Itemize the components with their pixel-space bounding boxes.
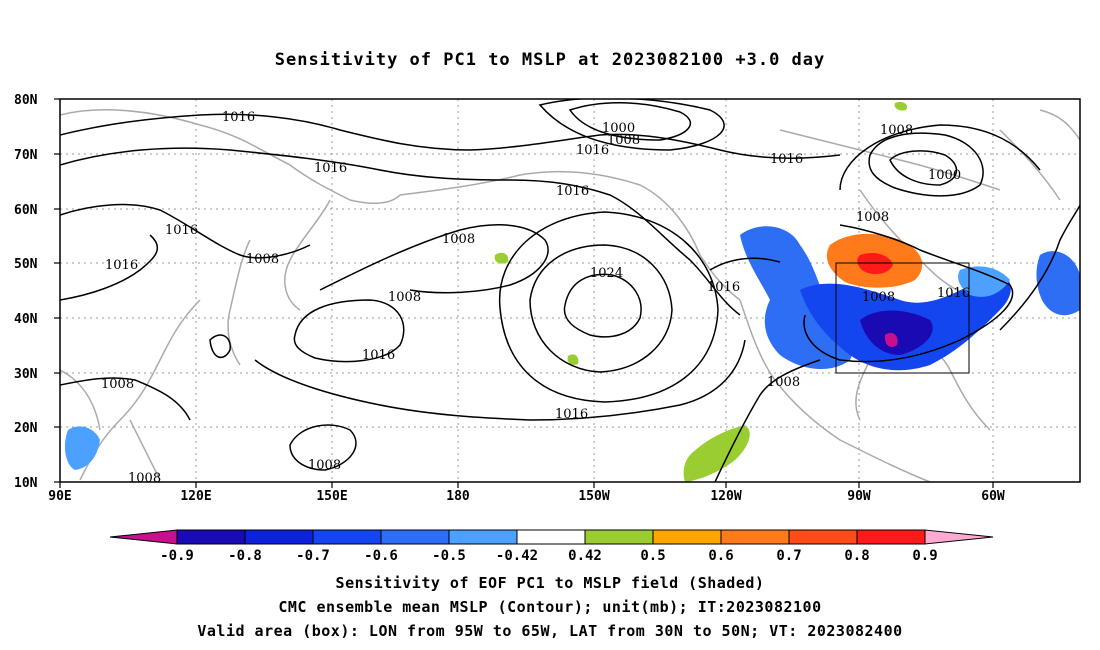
colorbar-swatch <box>516 529 586 545</box>
lon-tick-label: 90W <box>847 489 871 504</box>
lon-tick-label: 60W <box>981 489 1005 504</box>
lon-tick-label: 90E <box>48 489 71 504</box>
lon-tick-label: 120W <box>710 489 741 504</box>
lon-tick-label: 150E <box>316 489 347 504</box>
contour-label: 1000 <box>602 121 635 136</box>
colorbar-swatch <box>244 529 314 545</box>
colorbar-min-arrow <box>109 529 178 545</box>
shade-negative-nw-pacific <box>64 426 100 470</box>
contour-label: 1016 <box>362 348 395 363</box>
lon-tick-label: 120E <box>180 489 211 504</box>
mslp-contours <box>60 99 1080 482</box>
colorbar-tick-label: -0.7 <box>296 548 330 564</box>
contour-label: 1016 <box>556 184 589 199</box>
coastlines <box>60 109 1080 482</box>
shade-positive-green-small3 <box>894 101 908 111</box>
colorbar-tick-label: -0.42 <box>496 548 538 564</box>
colorbar-swatch <box>448 529 518 545</box>
contour-label: 1016 <box>937 286 970 301</box>
shade-strong-negative <box>860 310 933 355</box>
contour-label: 1008 <box>856 210 889 225</box>
contour-label: 1016 <box>576 143 609 158</box>
shade-negative-east-pacific <box>740 226 854 370</box>
contour-label: 1008 <box>862 290 895 305</box>
contour-label: 1016 <box>555 407 588 422</box>
shade-positive-green-small2 <box>567 354 579 365</box>
contour-label: 1016 <box>165 223 198 238</box>
shade-positive-green-small1 <box>494 252 509 264</box>
lon-tick-label: 150W <box>578 489 609 504</box>
lat-labels: 80N 70N 60N 50N 40N 30N 20N 10N <box>14 93 38 491</box>
shade-positive-green-tropic <box>683 425 750 482</box>
colorbar-swatch <box>176 529 246 545</box>
colorbar-max-arrow <box>924 529 994 545</box>
lat-tick-label: 40N <box>14 312 38 327</box>
lat-tick-label: 70N <box>14 148 38 163</box>
lat-tick-label: 10N <box>14 476 38 491</box>
contour-label: 1008 <box>101 377 134 392</box>
chart-title: Sensitivity of PC1 to MSLP at 2023082100… <box>274 50 826 70</box>
shade-light-negative <box>958 266 1010 297</box>
contour-label: 1008 <box>308 458 341 473</box>
colorbar-tick-label: 0.7 <box>776 548 801 564</box>
lon-tick-label: 180 <box>446 489 470 504</box>
colorbar-swatch <box>856 529 926 545</box>
contour-label: 1008 <box>442 232 475 247</box>
colorbar-tick-label: 0.5 <box>640 548 665 564</box>
contour-label: 1016 <box>707 280 740 295</box>
lat-tick-label: 50N <box>14 257 38 272</box>
contour-label-group: 1016 1016 1016 1016 1016 1016 1016 1016 … <box>101 110 970 486</box>
shade-negative-atlantic <box>1036 251 1080 316</box>
contour-label: 1008 <box>767 375 800 390</box>
colorbar-tick-label: -0.6 <box>364 548 398 564</box>
colorbar-swatch <box>788 529 858 545</box>
colorbar-tick-label: -0.9 <box>160 548 194 564</box>
colorbar-swatch <box>720 529 790 545</box>
contour-label: 1016 <box>105 258 138 273</box>
colorbar-swatch <box>380 529 450 545</box>
gridlines <box>60 99 1080 482</box>
colorbar-tick-label: -0.8 <box>228 548 262 564</box>
lat-tick-label: 60N <box>14 203 38 218</box>
colorbar-swatch <box>312 529 382 545</box>
lat-tick-label: 20N <box>14 421 38 436</box>
shade-positive-red <box>857 253 893 275</box>
contour-label: 1008 <box>607 133 640 148</box>
valid-area-box <box>835 262 970 374</box>
contour-label: 1008 <box>880 123 913 138</box>
lat-tick-label: 80N <box>14 93 38 108</box>
contour-label: 1000 <box>928 168 961 183</box>
colorbar-tick-label: 0.6 <box>708 548 733 564</box>
axis-ticks <box>54 98 994 488</box>
colorbar-swatch <box>652 529 722 545</box>
map-frame <box>59 98 1081 483</box>
contour-label: 1008 <box>388 290 421 305</box>
contour-label: 1008 <box>246 252 279 267</box>
colorbar-tick-label: -0.5 <box>432 548 466 564</box>
contour-label: 1016 <box>770 152 803 167</box>
caption-line-3: Valid area (box): LON from 95W to 65W, L… <box>197 622 903 640</box>
sensitivity-shading <box>64 101 1080 482</box>
lon-labels: 90E 120E 150E 180 150W 120W 90W 60W <box>48 489 1005 504</box>
caption-line-1: Sensitivity of EOF PC1 to MSLP field (Sh… <box>335 574 765 592</box>
colorbar: -0.9 -0.8 -0.7 -0.6 -0.5 -0.42 0.42 0.5 0.6 0.7 0.… <box>109 529 994 564</box>
lat-tick-label: 30N <box>14 367 38 382</box>
contour-label: 1008 <box>128 471 161 486</box>
contour-label: 1016 <box>314 161 347 176</box>
caption-line-2: CMC ensemble mean MSLP (Contour); unit(m… <box>278 598 822 616</box>
colorbar-tick-label: 0.8 <box>844 548 869 564</box>
colorbar-tick-label: 0.9 <box>912 548 937 564</box>
shade-min <box>884 333 898 347</box>
colorbar-swatch <box>584 529 654 545</box>
colorbar-tick-label: 0.42 <box>568 548 602 564</box>
contour-label: 1016 <box>222 110 255 125</box>
contour-label: 1024 <box>590 266 623 281</box>
